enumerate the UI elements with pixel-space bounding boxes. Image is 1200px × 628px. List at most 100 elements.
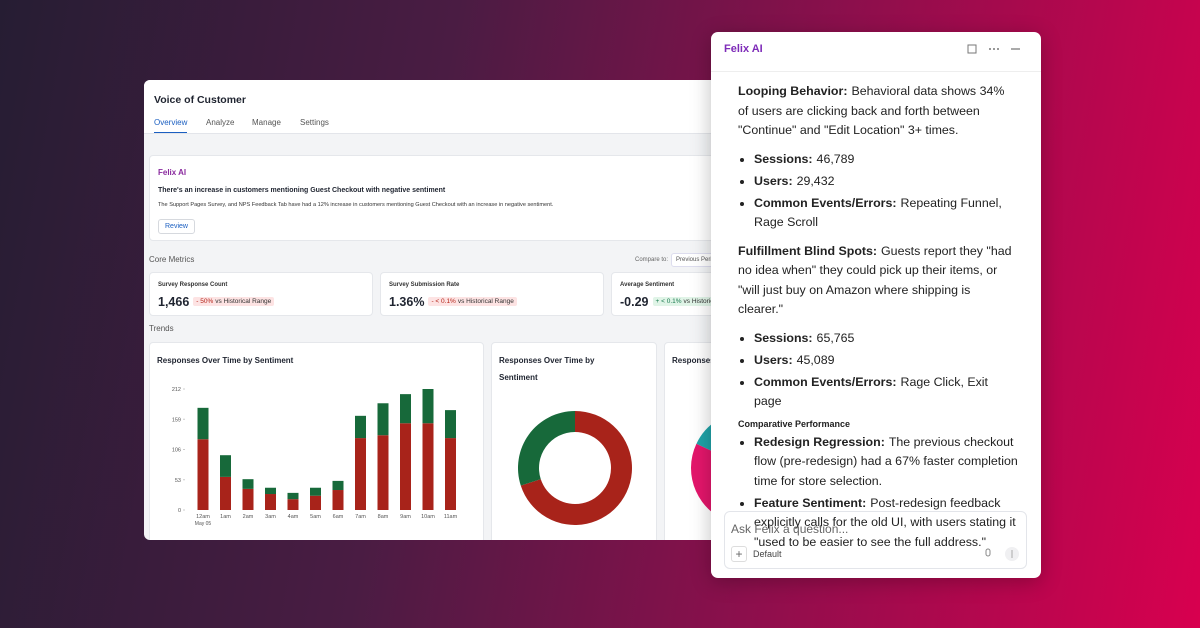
tab[interactable]: Settings bbox=[300, 118, 329, 127]
dashboard-window: Voice of Customer Overview Analyze Manage S… bbox=[144, 80, 744, 540]
tab[interactable]: Overview bbox=[154, 118, 188, 133]
section-paragraph: Looping Behavior: Behavioral data shows 3… bbox=[738, 82, 1018, 141]
bar-segment bbox=[310, 495, 321, 510]
section-subheading: Comparative Performance bbox=[738, 418, 851, 429]
bullet-label: Redesign Regression: bbox=[754, 434, 885, 449]
bar-segment bbox=[377, 403, 389, 436]
metric-value: 1.36% bbox=[389, 294, 425, 309]
y-tick-label: 159 bbox=[172, 417, 181, 423]
assistant-content: Looping Behavior: Behavioral data shows 3… bbox=[738, 82, 1018, 561]
bar-segment bbox=[355, 415, 366, 439]
change-context: vs Historical Range bbox=[215, 298, 272, 306]
x-tick-label: 10am bbox=[421, 514, 435, 520]
bar-segment bbox=[422, 389, 434, 424]
x-tick-label: 7am bbox=[355, 514, 366, 520]
bar-segment bbox=[242, 479, 254, 489]
bar-segment bbox=[355, 438, 366, 510]
edit-icon[interactable] bbox=[967, 44, 977, 54]
chart: 0 53 106 159 212 12am 1am 2am 3am 4am 5am 6am 7am 8am… bbox=[172, 387, 458, 527]
compare-select[interactable]: Previous Period bbox=[671, 253, 724, 267]
page-title: Voice of Customer bbox=[154, 94, 246, 106]
mode-select[interactable]: Default bbox=[753, 549, 782, 559]
bullet-list: Redesign Regression:The previous checkou… bbox=[738, 433, 1018, 553]
y-tick-label: 106 bbox=[172, 448, 181, 454]
bullet-text: 29,432 bbox=[796, 173, 835, 188]
section-text: Guests report they "had no idea when" th… bbox=[738, 243, 1012, 317]
tab[interactable]: Manage bbox=[252, 118, 281, 127]
y-tick-label: 212 bbox=[172, 387, 181, 393]
bullet-label: Users: bbox=[754, 173, 793, 188]
bullet-list: Sessions:46,789Users:29,432Common Events… bbox=[738, 150, 1018, 233]
chart bbox=[518, 411, 632, 525]
x-tick-label: 11am bbox=[444, 514, 458, 520]
y-tick-label: 0 bbox=[178, 508, 181, 514]
bullet-item: Users:29,432 bbox=[754, 172, 1018, 192]
x-tick-label: 6am bbox=[333, 514, 344, 520]
bullet-label: Sessions: bbox=[754, 330, 813, 345]
x-sublabel: May 05 bbox=[195, 521, 212, 527]
divider bbox=[711, 71, 1041, 72]
bullet-item: Common Events/Errors:Rage Click, Exit pa… bbox=[754, 373, 1018, 412]
bullet-label: Common Events/Errors: bbox=[754, 374, 897, 389]
bar-segment bbox=[400, 394, 411, 424]
metric-label: Survey Submission Rate bbox=[389, 282, 460, 288]
insight-card: Felix AI There's an increase in customer… bbox=[149, 155, 729, 241]
bullet-label: Sessions: bbox=[754, 151, 813, 166]
section-heading: Looping Behavior: bbox=[738, 84, 848, 98]
chart-card: Responses Over Time by Sentiment 0 53 106 15… bbox=[149, 342, 484, 540]
metric-value: -0.29 bbox=[620, 294, 649, 309]
bullet-label: Common Events/Errors: bbox=[754, 195, 897, 210]
review-button[interactable]: Review bbox=[158, 219, 195, 234]
input-box[interactable]: Ask Felix a question... + Default bbox=[724, 511, 1027, 569]
metric-change: - 50% vs Historical Range bbox=[193, 297, 275, 307]
metric-row: 1,466- 50% vs Historical Range bbox=[158, 293, 275, 311]
bullet-label: Users: bbox=[754, 352, 793, 367]
bullet-item: Redesign Regression:The previous checkou… bbox=[754, 433, 1018, 492]
bar-segment bbox=[220, 476, 231, 510]
bar-segment bbox=[332, 490, 344, 510]
bullet-item: Common Events/Errors:Repeating Funnel, R… bbox=[754, 194, 1018, 233]
metric-card: Survey Submission Rate 1.36% - < 0.1% vs Hi… bbox=[380, 272, 604, 316]
more-icon[interactable] bbox=[989, 48, 999, 50]
section-paragraph: Fulfillment Blind Spots: Guests report th… bbox=[738, 242, 1018, 320]
chart-title: Responses Over Time by Sentiment bbox=[499, 356, 595, 382]
bar-segment bbox=[332, 480, 344, 491]
insight-body: The Support Pages Survey, and NPS Feedba… bbox=[158, 202, 554, 208]
section-title: Trends bbox=[149, 324, 174, 333]
chart-title: Responses Over Time by Sentiment bbox=[157, 356, 294, 365]
x-tick-label: 4am bbox=[288, 514, 299, 520]
assistant-title: Felix AI bbox=[724, 43, 763, 55]
x-tick-label: 8am bbox=[378, 514, 389, 520]
x-tick-label: 1am bbox=[220, 514, 231, 520]
change-value: - 50% bbox=[196, 298, 214, 306]
x-tick-label: 2am bbox=[243, 514, 254, 520]
bullet-item: Feature Sentiment:Post-redesign feedback… bbox=[754, 494, 1018, 553]
mic-icon[interactable] bbox=[985, 548, 991, 557]
assistant-panel: Felix AI Looping Behavior: Behavioral dat… bbox=[711, 32, 1041, 578]
bar-segment bbox=[400, 423, 411, 510]
tab[interactable]: Analyze bbox=[206, 118, 235, 127]
section-text: Behavioral data shows 34% of users are c… bbox=[738, 84, 1005, 137]
x-tick-label: 12am bbox=[196, 514, 210, 520]
bullet-text: Post-redesign feedback explicitly calls … bbox=[754, 495, 1016, 549]
x-tick-label: 3am bbox=[265, 514, 276, 520]
dashboard-header: Voice of Customer Overview Analyze Manage S… bbox=[144, 80, 744, 134]
section-title: Core Metrics bbox=[149, 255, 195, 264]
metric-change: - < 0.1% vs Historical Range bbox=[428, 297, 517, 307]
pie-segment bbox=[518, 411, 575, 486]
bullet-item: Sessions:46,789 bbox=[754, 150, 1018, 170]
change-context: vs Historical Range bbox=[457, 298, 514, 306]
bar-segment bbox=[197, 407, 209, 440]
bullet-text: Rage Click, Exit page bbox=[754, 374, 988, 409]
add-button[interactable]: + bbox=[731, 546, 747, 562]
bullet-text: 65,765 bbox=[816, 330, 855, 345]
bar-segment bbox=[310, 487, 321, 496]
metric-label: Survey Response Count bbox=[158, 282, 228, 288]
section-heading: Fulfillment Blind Spots: bbox=[738, 243, 878, 258]
bar-segment bbox=[445, 410, 456, 439]
x-tick-label: 5am bbox=[310, 514, 321, 520]
metric-value: 1,466 bbox=[158, 294, 190, 309]
pie-segment bbox=[520, 411, 632, 525]
x-tick-label: 9am bbox=[400, 514, 411, 520]
bullet-item: Users:45,089 bbox=[754, 351, 1018, 371]
